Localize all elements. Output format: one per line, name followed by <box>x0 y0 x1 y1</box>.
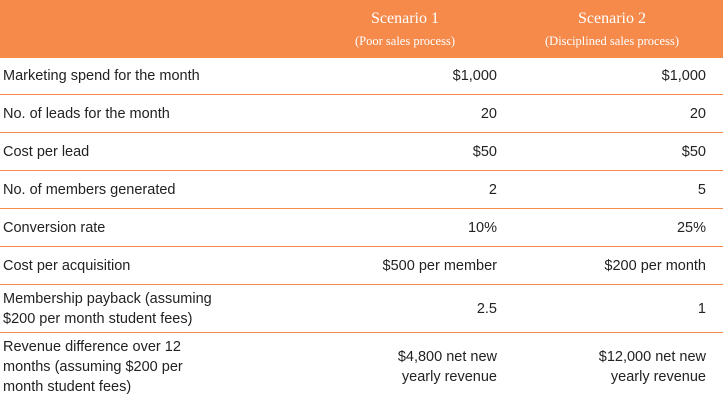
table-row-membership-payback: Membership payback (assuming $200 per mo… <box>0 286 723 333</box>
row-label: No. of leads for the month <box>3 106 170 122</box>
scenario-2-value: $50 <box>681 144 706 160</box>
scenario-2-value: $200 per month <box>604 258 706 274</box>
scenario-2-subtitle: (Disciplined sales process) <box>545 34 679 48</box>
row-label: Membership payback (assuming $200 per mo… <box>3 291 212 327</box>
scenario-1-value: 2.5 <box>476 301 497 317</box>
scenario-1-value: $50 <box>472 144 497 160</box>
table-row-members-generated: No. of members generated 2 5 <box>0 172 723 209</box>
scenario-2-value: 5 <box>697 182 706 198</box>
header-scenario-2: Scenario 2 (Disciplined sales process) <box>512 0 712 58</box>
scenario-1-value: $500 per member <box>382 258 497 274</box>
row-label: Revenue difference over 12 months (assum… <box>3 339 183 395</box>
table-row-cost-per-lead: Cost per lead $50 $50 <box>0 134 723 171</box>
scenario-2-value: $1,000 <box>661 68 706 84</box>
scenario-1-value: 2 <box>488 182 497 198</box>
scenario-2-value: 1 <box>697 301 706 317</box>
scenario-2-value: 25% <box>676 220 706 236</box>
scenario-2-value: $12,000 net new yearly revenue <box>598 349 706 385</box>
scenario-1-title: Scenario 1 <box>371 10 439 27</box>
scenario-2-value: 20 <box>689 106 706 122</box>
scenario-1-value: 20 <box>480 106 497 122</box>
table-row-cost-per-acquisition: Cost per acquisition $500 per member $20… <box>0 248 723 285</box>
scenario-1-value: $1,000 <box>452 68 497 84</box>
table-row-leads: No. of leads for the month 20 20 <box>0 96 723 133</box>
row-label: Cost per acquisition <box>3 258 131 274</box>
scenario-2-title: Scenario 2 <box>578 10 646 27</box>
row-label: Cost per lead <box>3 144 90 160</box>
scenario-1-value: 10% <box>467 220 497 236</box>
table-row-marketing-spend: Marketing spend for the month $1,000 $1,… <box>0 58 723 95</box>
table-row-revenue-difference: Revenue difference over 12 months (assum… <box>0 334 723 400</box>
scenario-1-value: $4,800 net new yearly revenue <box>397 349 497 385</box>
table-row-conversion-rate: Conversion rate 10% 25% <box>0 210 723 247</box>
row-label: Conversion rate <box>3 220 106 236</box>
row-label: No. of members generated <box>3 182 176 198</box>
row-label: Marketing spend for the month <box>3 68 200 84</box>
scenario-1-subtitle: (Poor sales process) <box>355 34 455 48</box>
header-scenario-1: Scenario 1 (Poor sales process) <box>305 0 505 58</box>
table-header: Scenario 1 (Poor sales process) Scenario… <box>0 0 723 58</box>
